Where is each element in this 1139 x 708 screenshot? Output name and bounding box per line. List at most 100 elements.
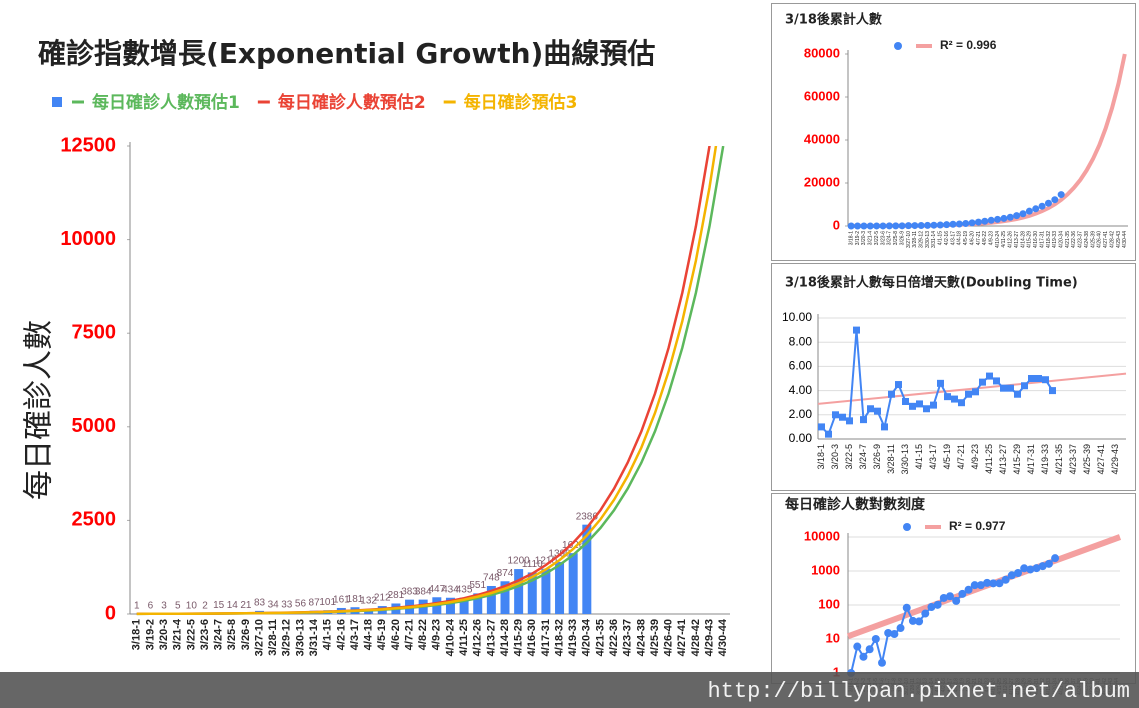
data-label: 2386 xyxy=(576,511,599,522)
x-tick-label: 4/16-30 xyxy=(1033,231,1039,248)
x-tick-label: 4/1-15 xyxy=(938,231,944,245)
x-tick-label: 4/11-25 xyxy=(984,444,994,474)
x-tick-label: 4/8-22 xyxy=(982,231,988,245)
x-tick-label: 4/7-21 xyxy=(403,619,415,650)
x-tick-label: 3/24-7 xyxy=(213,619,225,650)
x-tick-label: 4/27-41 xyxy=(1096,444,1106,475)
x-tick-label: 4/9-23 xyxy=(970,444,980,470)
data-label: 435 xyxy=(456,584,473,595)
x-tick-label: 3/22-5 xyxy=(874,231,880,245)
y-tick-label: 6.00 xyxy=(789,359,813,373)
data-label: 212 xyxy=(374,593,391,604)
legend-label: R² = 0.996 xyxy=(940,38,997,52)
data-label: 56 xyxy=(295,599,307,610)
x-tick-label: 3/25-8 xyxy=(226,619,238,650)
x-tick-label: 4/14-28 xyxy=(499,619,511,656)
x-tick-label: 4/5-19 xyxy=(942,444,952,470)
data-label: 3 xyxy=(161,601,167,612)
x-tick-label: 3/21-4 xyxy=(868,231,874,245)
x-tick-label: 3/28-11 xyxy=(267,619,279,656)
chart-title: 3/18後累計人數 xyxy=(785,12,882,28)
x-tick-label: 4/13-27 xyxy=(485,619,497,656)
point xyxy=(993,377,1000,385)
x-tick-label: 4/29-43 xyxy=(1110,444,1120,475)
point xyxy=(923,405,930,413)
data-label: 1200 xyxy=(508,556,531,567)
x-tick-label: 4/21-35 xyxy=(594,619,606,656)
y-axis-title: 每日確診人數 xyxy=(22,320,57,500)
bar xyxy=(582,524,592,614)
point xyxy=(1035,375,1042,382)
point xyxy=(853,326,860,334)
x-tick-label: 3/26-9 xyxy=(872,444,882,470)
bar xyxy=(473,593,483,614)
point xyxy=(839,413,846,421)
y-tick-label: 1 xyxy=(833,664,840,679)
x-tick-label: 3/26-9 xyxy=(899,231,905,245)
point xyxy=(1000,384,1007,392)
bar xyxy=(568,553,578,614)
y-tick-label: 0 xyxy=(833,217,840,232)
x-tick-label: 4/18-32 xyxy=(553,619,565,656)
x-tick-label: 3/27-10 xyxy=(253,619,265,656)
point xyxy=(965,390,972,398)
data-label: 34 xyxy=(268,599,280,610)
panel-border xyxy=(771,3,1136,261)
x-tick-label: 4/4-18 xyxy=(957,231,963,245)
watermark-bar xyxy=(0,672,1139,708)
point xyxy=(1025,207,1033,215)
x-tick-label: 4/9-23 xyxy=(431,619,443,650)
y-tick-label: 2.00 xyxy=(789,407,813,421)
point xyxy=(1014,390,1021,398)
data-label: 33 xyxy=(281,599,293,610)
bar xyxy=(514,569,524,614)
bar xyxy=(445,597,455,614)
x-tick-label: 4/19-33 xyxy=(1040,444,1050,475)
x-tick-label: 3/27-10 xyxy=(906,231,912,248)
point xyxy=(911,222,919,230)
data-label: 383 xyxy=(401,586,418,597)
x-tick-label: 4/21-35 xyxy=(1054,444,1064,475)
charts: 確診指數增長(Exponential Growth)曲線預估 0 2500 5000 7… xyxy=(22,12,1129,695)
y-tick-label: 8.00 xyxy=(789,334,813,348)
point xyxy=(1049,387,1056,395)
x-tick-label: 4/7-21 xyxy=(956,444,966,470)
x-tick-label: 4/25-39 xyxy=(1090,231,1096,248)
point xyxy=(1019,210,1027,218)
y-tick-label: 100 xyxy=(818,596,840,611)
bar xyxy=(500,581,510,614)
point xyxy=(930,221,938,229)
point xyxy=(943,221,951,229)
data-label: 5 xyxy=(175,600,181,611)
point xyxy=(974,218,982,226)
point xyxy=(924,221,932,229)
line xyxy=(136,146,718,616)
x-tick-label: 4/10-24 xyxy=(995,231,1001,248)
legend-label: R² = 0.977 xyxy=(949,519,1006,533)
point xyxy=(1006,213,1014,221)
data-label: 83 xyxy=(254,598,266,609)
data-label: 1110 xyxy=(522,559,543,570)
y-tick-label: 2500 xyxy=(72,509,117,531)
data-label: 14 xyxy=(227,600,239,611)
y-tick-label: 10.00 xyxy=(782,310,812,324)
point xyxy=(986,372,993,380)
x-tick-label: 3/30-13 xyxy=(925,231,931,248)
x-tick-label: 4/20-34 xyxy=(1059,231,1065,248)
point xyxy=(994,215,1002,223)
y-tick-label: 0 xyxy=(105,602,116,624)
point xyxy=(867,405,874,413)
x-tick-label: 4/8-22 xyxy=(417,619,429,650)
x-tick-label: 4/19-33 xyxy=(567,619,579,656)
x-tick-label: 4/5-19 xyxy=(963,231,969,245)
watermark: http://billypan.pixnet.net/album xyxy=(708,679,1130,704)
x-tick-label: 3/20-3 xyxy=(158,619,170,650)
x-tick-label: 4/17-31 xyxy=(540,619,552,656)
point xyxy=(949,220,957,228)
point xyxy=(1051,196,1059,204)
y-tick-label: 10 xyxy=(826,630,840,645)
point xyxy=(1021,382,1028,390)
point xyxy=(1007,384,1014,392)
x-tick-label: 4/26-40 xyxy=(1097,231,1103,248)
